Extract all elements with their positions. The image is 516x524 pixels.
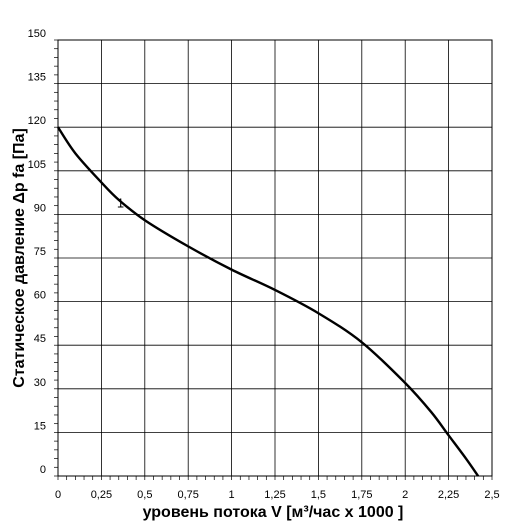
minor-ticks: [54, 39, 493, 480]
x-axis-label: уровень потока V [м³/час x 1000 ]: [143, 504, 404, 521]
y-tick-label: 60: [34, 290, 46, 302]
y-tick-label: 45: [34, 333, 46, 345]
x-tick-label: 1,75: [351, 489, 372, 501]
x-tick-label: 2: [402, 489, 408, 501]
x-tick-label: 0,25: [91, 489, 112, 501]
y-tick-label: 90: [34, 202, 46, 214]
y-tick-label: 0: [40, 464, 46, 476]
y-tick-label: 30: [34, 377, 46, 389]
series-layer: 1: [56, 126, 480, 477]
y-tick-label: 75: [34, 246, 46, 258]
y-tick-label: 105: [28, 159, 46, 171]
x-tick-label: 2,25: [438, 489, 459, 501]
x-tick-label: 1,5: [311, 489, 326, 501]
y-tick-label: 150: [28, 28, 46, 40]
x-tick-label: 0,75: [177, 489, 198, 501]
y-tick-label: 120: [28, 115, 46, 127]
grid-lines: [57, 39, 493, 477]
y-tick-label: 135: [28, 72, 46, 84]
y-tick-labels: 0 15 30 45 60 75 90 105 120 135 150: [28, 28, 46, 476]
x-tick-label: 0,5: [137, 489, 152, 501]
curve-label: 1: [117, 196, 124, 211]
x-tick-label: 0: [55, 489, 61, 501]
series-line: [56, 126, 480, 477]
x-tick-label: 1: [229, 489, 235, 501]
plot-frame: [57, 39, 493, 477]
y-axis-label: Статическое давление Δp fa [Па]: [11, 128, 28, 388]
x-tick-label: 2,5: [484, 489, 499, 501]
y-tick-label: 15: [34, 420, 46, 432]
x-tick-labels: 0 0,25 0,5 0,75 1 1,25 1,5 1,75 2 2,25 2,5: [55, 489, 500, 501]
x-tick-label: 1,25: [264, 489, 285, 501]
